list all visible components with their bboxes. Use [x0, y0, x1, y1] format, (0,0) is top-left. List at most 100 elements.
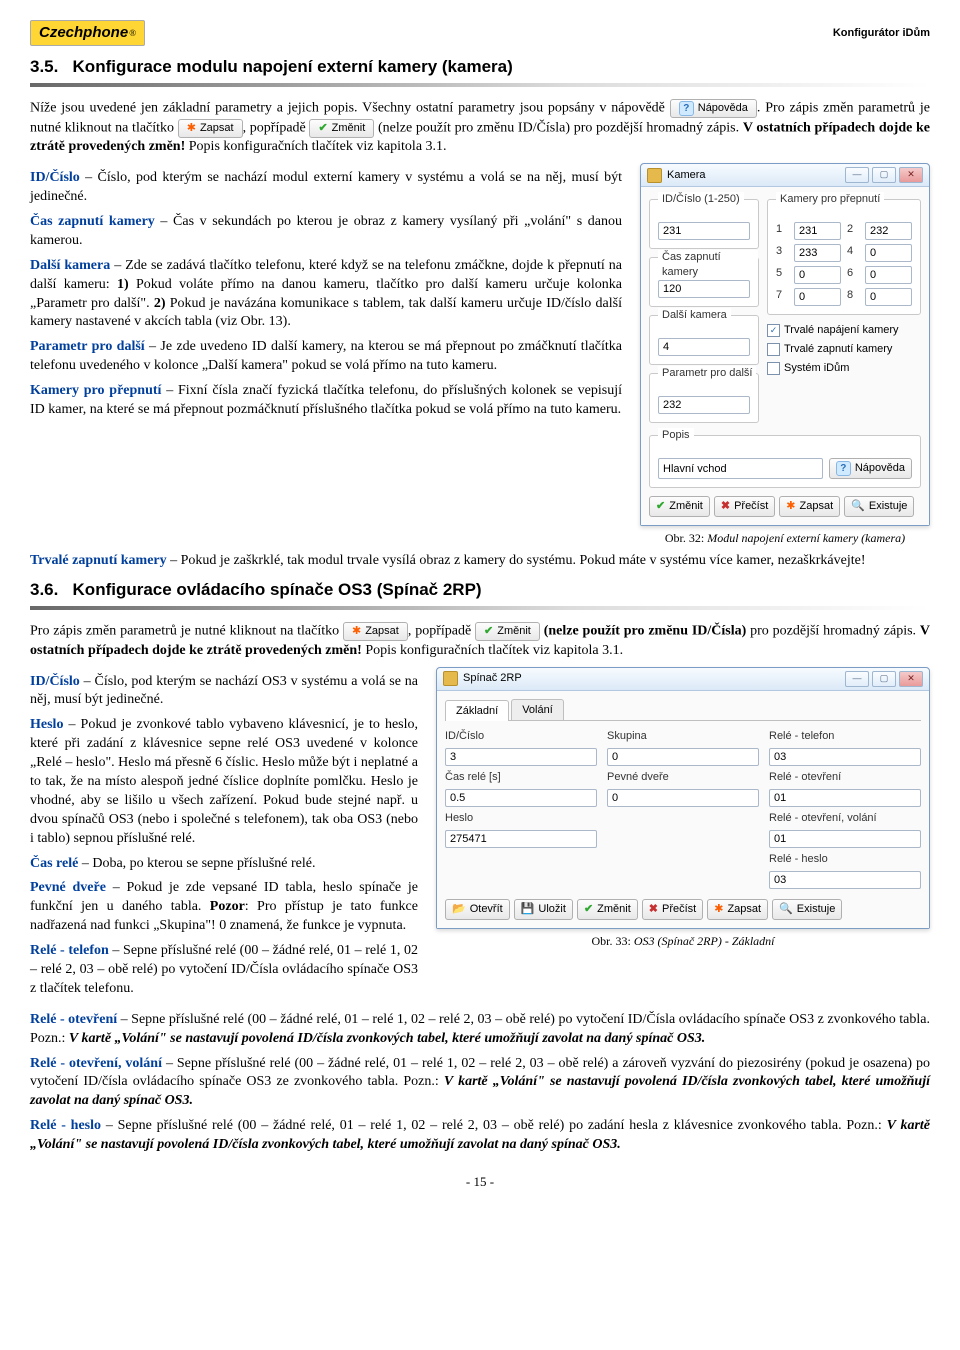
- maximize-button[interactable]: ▢: [872, 167, 896, 183]
- help-button[interactable]: ?Nápověda: [670, 99, 757, 118]
- tab-volani[interactable]: Volání: [511, 699, 564, 721]
- kam-input[interactable]: [794, 266, 841, 284]
- input-heslo[interactable]: [445, 830, 597, 848]
- zapsat-button[interactable]: ✱Zapsat: [707, 899, 768, 920]
- zmenit-button[interactable]: ✔ Změnit: [577, 899, 638, 920]
- def-trvale: Trvalé zapnutí kamery – Pokud je zaškrkl…: [30, 552, 930, 571]
- existuje-button[interactable]: 🔍Existuje: [772, 899, 842, 920]
- kam-input[interactable]: [794, 222, 841, 240]
- logo-text: Czechphone: [39, 23, 128, 43]
- input-reletelefon[interactable]: [769, 748, 921, 766]
- cross-icon: ✖: [721, 499, 730, 514]
- kam-input[interactable]: [865, 222, 912, 240]
- intro-text: Popis konfiguračních tlačítek viz kapito…: [362, 643, 623, 658]
- group-dalsi: Další kamera: [649, 315, 759, 365]
- tab-zakladni[interactable]: Základní: [445, 700, 509, 722]
- group-title: Kamery pro přepnutí: [776, 192, 884, 207]
- header-right: Konfigurátor iDům: [833, 26, 930, 41]
- defs-35-col: ID/Číslo – Číslo, pod kterým se nachází …: [30, 163, 622, 426]
- tabs: Základní Volání: [445, 699, 921, 722]
- field-label: Čas relé [s]: [445, 770, 597, 785]
- input-idcislo[interactable]: [658, 222, 750, 240]
- zmenit-label: Změnit: [332, 121, 366, 136]
- checkbox-system-idum[interactable]: Systém iDům: [767, 361, 921, 376]
- intro-36: Pro zápis změn parametrů je nutné klikno…: [30, 622, 930, 660]
- checkbox-trvale-zapnuti[interactable]: Trvalé zapnutí kamery: [767, 342, 921, 357]
- star-icon: ✱: [352, 624, 361, 639]
- checkbox-label: Trvalé napájení kamery: [784, 323, 899, 338]
- def-enum: 1): [117, 277, 129, 292]
- def-text: – Číslo, pod kterým se nachází OS3 v sys…: [30, 674, 418, 708]
- def-param: Parametr pro další – Je zde uvedeno ID d…: [30, 338, 622, 376]
- kam-input[interactable]: [794, 288, 841, 306]
- kam-input[interactable]: [865, 266, 912, 284]
- btn-label: Přečíst: [734, 499, 768, 514]
- zmenit-button[interactable]: ✔Změnit: [309, 119, 374, 138]
- def-label: Další kamera: [30, 258, 110, 273]
- checkbox-label: Trvalé zapnutí kamery: [784, 342, 892, 357]
- napoveda-button[interactable]: ?Nápověda: [829, 458, 912, 479]
- existuje-button[interactable]: 🔍Existuje: [844, 496, 914, 517]
- precist-button[interactable]: ✖ Přečíst: [714, 496, 775, 517]
- minimize-button[interactable]: —: [845, 167, 869, 183]
- input-pevnedvere[interactable]: [607, 789, 759, 807]
- kam-num: 1: [776, 222, 788, 240]
- def-dalsi: Další kamera – Zde se zadává tlačítko te…: [30, 257, 622, 333]
- section-35-title: Konfigurace modulu napojení externí kame…: [73, 57, 513, 76]
- zmenit-button[interactable]: ✔Změnit: [475, 622, 540, 641]
- def-label: Pevné dveře: [30, 880, 106, 895]
- maximize-button[interactable]: ▢: [872, 671, 896, 687]
- zmenit-label: Změnit: [497, 624, 531, 639]
- kam-num: 3: [776, 244, 788, 262]
- def-enum: 2): [154, 296, 166, 311]
- field-label: Relé - telefon: [769, 729, 921, 744]
- section-underline: [30, 83, 930, 87]
- def-label: Relé - otevření: [30, 1012, 117, 1027]
- save-icon: 💾: [521, 902, 535, 917]
- checkbox-icon: ✓: [767, 324, 780, 337]
- kam-input[interactable]: [865, 244, 912, 262]
- group-cas: Čas zapnutí kamery: [649, 257, 759, 307]
- group-title: ID/Číslo (1-250): [658, 192, 744, 207]
- minimize-button[interactable]: —: [845, 671, 869, 687]
- input-releheslo[interactable]: [769, 871, 921, 889]
- input-releotevreni[interactable]: [769, 789, 921, 807]
- page-header: Czechphone® Konfigurátor iDům: [30, 20, 930, 46]
- window-title: Spínač 2RP: [463, 671, 522, 686]
- check-icon: ✔: [584, 902, 593, 917]
- window-icon: [443, 671, 458, 686]
- kam-input[interactable]: [865, 288, 912, 306]
- intro-text: Pro zápis změn parametrů je nutné klikno…: [30, 624, 343, 639]
- close-button[interactable]: ✕: [899, 671, 923, 687]
- input-param[interactable]: [658, 396, 750, 414]
- zapsat-button[interactable]: ✱Zapsat: [178, 119, 243, 138]
- input-id[interactable]: [445, 748, 597, 766]
- input-releotevrenivolani[interactable]: [769, 830, 921, 848]
- checkbox-label: Systém iDům: [784, 361, 849, 376]
- kam-input[interactable]: [794, 244, 841, 262]
- checkbox-trvale-napajeni[interactable]: ✓ Trvalé napájení kamery: [767, 323, 921, 338]
- defs-36-col: ID/Číslo – Číslo, pod kterým se nachází …: [30, 667, 418, 1005]
- zapsat-button[interactable]: ✱Zapsat: [779, 496, 840, 517]
- def-italic: V kartě „Volání" se nastavují povolená I…: [69, 1031, 705, 1046]
- intro-text: , popřípadě: [408, 624, 475, 639]
- def-label: Trvalé zapnutí kamery: [30, 553, 167, 568]
- question-icon: ?: [679, 101, 694, 116]
- kamera-window: Kamera — ▢ ✕ ID/Číslo (1-250): [640, 163, 930, 526]
- btn-label: Změnit: [597, 902, 631, 917]
- ulozit-button[interactable]: 💾Uložit: [514, 899, 573, 920]
- kam-num: 4: [847, 244, 859, 262]
- zapsat-button[interactable]: ✱Zapsat: [343, 622, 408, 641]
- otevrit-button[interactable]: 📂Otevřít: [445, 899, 510, 920]
- def-label: Relé - heslo: [30, 1118, 101, 1133]
- zmenit-button[interactable]: ✔Změnit: [649, 496, 710, 517]
- input-skupina[interactable]: [607, 748, 759, 766]
- btn-label: Nápověda: [855, 461, 905, 476]
- close-button[interactable]: ✕: [899, 167, 923, 183]
- input-casrele[interactable]: [445, 789, 597, 807]
- input-cas[interactable]: [658, 280, 750, 298]
- input-dalsi[interactable]: [658, 338, 750, 356]
- precist-button[interactable]: ✖Přečíst: [642, 899, 703, 920]
- input-popis[interactable]: [658, 458, 823, 479]
- def-releh: Relé - heslo – Sepne příslušné relé (00 …: [30, 1117, 930, 1155]
